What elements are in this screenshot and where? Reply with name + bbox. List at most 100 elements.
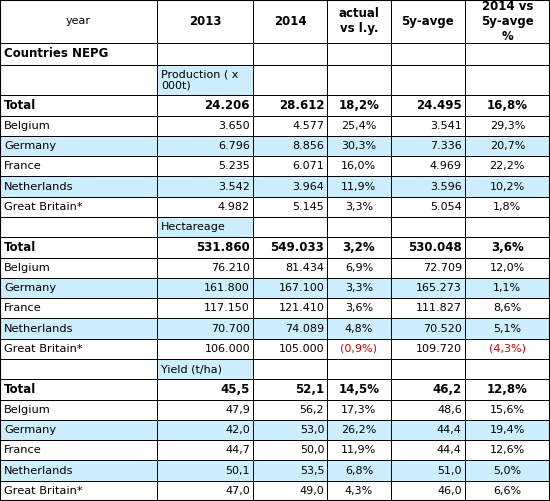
Bar — [390, 197, 465, 217]
Bar — [327, 481, 390, 501]
Bar — [465, 319, 550, 339]
Bar — [253, 95, 327, 116]
Text: 47,0: 47,0 — [226, 486, 250, 496]
Text: Hectareage: Hectareage — [161, 222, 226, 232]
Text: year: year — [66, 17, 91, 26]
Text: 3,6%: 3,6% — [491, 241, 524, 254]
Bar — [390, 95, 465, 116]
Text: 3.541: 3.541 — [430, 121, 462, 131]
Bar — [327, 379, 390, 400]
Text: 6.796: 6.796 — [218, 141, 250, 151]
Text: France: France — [4, 445, 42, 455]
Bar — [0, 237, 157, 258]
Bar — [0, 136, 157, 156]
Bar — [157, 197, 253, 217]
Text: (4,3%): (4,3%) — [489, 344, 526, 354]
Text: 10,2%: 10,2% — [490, 181, 525, 191]
Bar — [0, 176, 157, 197]
Bar — [157, 420, 253, 440]
Text: 4.982: 4.982 — [218, 202, 250, 212]
Text: 165.273: 165.273 — [416, 283, 462, 293]
Bar — [465, 359, 550, 379]
Text: 3,2%: 3,2% — [343, 241, 375, 254]
Bar — [0, 339, 157, 359]
Bar — [465, 237, 550, 258]
Text: Germany: Germany — [4, 141, 56, 151]
Text: 81.434: 81.434 — [285, 263, 324, 273]
Bar — [390, 379, 465, 400]
Bar — [253, 319, 327, 339]
Text: 70.520: 70.520 — [423, 324, 462, 334]
Bar — [465, 420, 550, 440]
Text: 3,6%: 3,6% — [345, 303, 373, 313]
Bar — [0, 319, 157, 339]
Text: France: France — [4, 161, 42, 171]
Bar — [390, 278, 465, 298]
Text: 72.709: 72.709 — [422, 263, 462, 273]
Bar — [327, 319, 390, 339]
Text: 111.827: 111.827 — [416, 303, 462, 313]
Bar — [465, 379, 550, 400]
Bar — [390, 237, 465, 258]
Text: 50,0: 50,0 — [300, 445, 324, 455]
Bar — [390, 176, 465, 197]
Text: 46,2: 46,2 — [432, 383, 462, 396]
Bar — [157, 116, 253, 136]
Bar — [0, 156, 157, 176]
Text: 12,8%: 12,8% — [487, 383, 528, 396]
Bar — [327, 278, 390, 298]
Bar — [465, 0, 550, 43]
Text: 5.145: 5.145 — [293, 202, 324, 212]
Text: 29,3%: 29,3% — [490, 121, 525, 131]
Bar — [390, 339, 465, 359]
Bar — [253, 237, 327, 258]
Text: 15,6%: 15,6% — [490, 405, 525, 415]
Text: 121.410: 121.410 — [278, 303, 324, 313]
Bar — [253, 43, 327, 65]
Bar — [157, 237, 253, 258]
Text: 531.860: 531.860 — [196, 241, 250, 254]
Bar — [0, 65, 157, 95]
Bar — [157, 298, 253, 319]
Bar — [327, 420, 390, 440]
Bar — [465, 400, 550, 420]
Text: 76.210: 76.210 — [211, 263, 250, 273]
Bar — [157, 359, 253, 379]
Text: 19,4%: 19,4% — [490, 425, 525, 435]
Text: 30,3%: 30,3% — [342, 141, 376, 151]
Bar — [157, 95, 253, 116]
Text: 44,4: 44,4 — [437, 425, 462, 435]
Text: Belgium: Belgium — [4, 405, 51, 415]
Bar — [465, 136, 550, 156]
Bar — [0, 359, 157, 379]
Bar — [157, 400, 253, 420]
Bar — [253, 156, 327, 176]
Text: 14,5%: 14,5% — [338, 383, 380, 396]
Bar — [327, 0, 390, 43]
Bar — [253, 258, 327, 278]
Bar — [253, 420, 327, 440]
Bar — [465, 176, 550, 197]
Text: 11,9%: 11,9% — [341, 445, 377, 455]
Text: 8,6%: 8,6% — [493, 303, 521, 313]
Text: 6,9%: 6,9% — [345, 263, 373, 273]
Bar — [465, 197, 550, 217]
Bar — [465, 217, 550, 237]
Bar — [0, 460, 157, 481]
Text: 1,1%: 1,1% — [493, 283, 521, 293]
Bar — [327, 176, 390, 197]
Bar — [390, 359, 465, 379]
Text: 24.495: 24.495 — [416, 99, 462, 112]
Text: Great Britain*: Great Britain* — [4, 486, 82, 496]
Text: 2014: 2014 — [274, 15, 306, 28]
Text: Great Britain*: Great Britain* — [4, 202, 82, 212]
Bar — [390, 0, 465, 43]
Bar — [253, 176, 327, 197]
Text: 3,3%: 3,3% — [345, 202, 373, 212]
Text: Germany: Germany — [4, 283, 56, 293]
Text: 44,4: 44,4 — [437, 445, 462, 455]
Text: 48,6: 48,6 — [437, 405, 462, 415]
Bar — [390, 481, 465, 501]
Text: 26,2%: 26,2% — [341, 425, 377, 435]
Bar — [157, 379, 253, 400]
